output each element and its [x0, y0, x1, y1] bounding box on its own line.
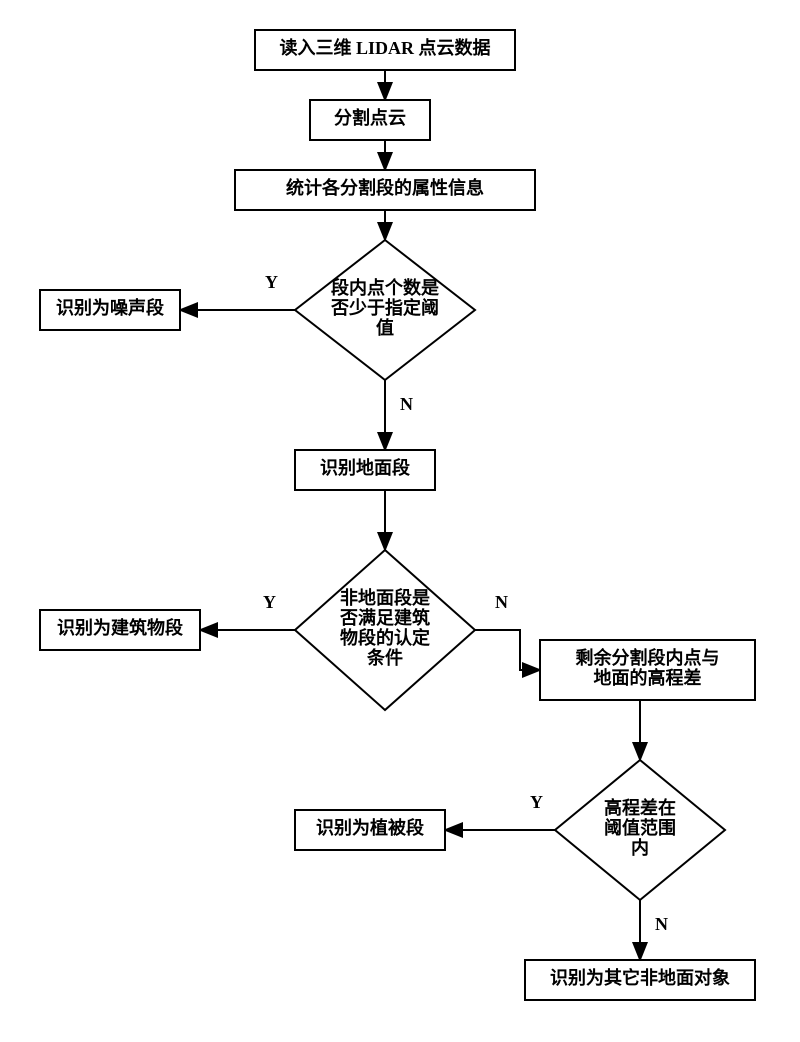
svg-text:高程差在: 高程差在	[604, 797, 676, 818]
svg-text:段内点个数是: 段内点个数是	[331, 277, 439, 298]
svg-text:分割点云: 分割点云	[334, 107, 406, 128]
svg-text:阈值范围: 阈值范围	[604, 817, 676, 838]
svg-text:读入三维 LIDAR 点云数据: 读入三维 LIDAR 点云数据	[279, 37, 490, 58]
svg-text:物段的认定: 物段的认定	[340, 627, 430, 648]
edge-label: Y	[263, 592, 276, 612]
edge-label: N	[400, 394, 413, 414]
edge-label: N	[495, 592, 508, 612]
edge-d2-n5	[475, 630, 540, 670]
svg-text:统计各分割段的属性信息: 统计各分割段的属性信息	[286, 177, 484, 198]
edge-label: Y	[530, 792, 543, 812]
svg-text:否少于指定阈: 否少于指定阈	[330, 297, 439, 318]
edge-label: N	[655, 914, 668, 934]
svg-text:否满足建筑: 否满足建筑	[339, 607, 430, 628]
svg-text:地面的高程差: 地面的高程差	[594, 667, 702, 688]
svg-text:识别为植被段: 识别为植被段	[316, 817, 425, 838]
svg-text:非地面段是: 非地面段是	[340, 587, 430, 608]
svg-text:识别地面段: 识别地面段	[320, 457, 411, 478]
svg-text:值: 值	[376, 317, 394, 338]
edge-label: Y	[265, 272, 278, 292]
svg-text:内: 内	[631, 837, 649, 858]
svg-text:识别为建筑物段: 识别为建筑物段	[57, 617, 184, 638]
svg-text:识别为其它非地面对象: 识别为其它非地面对象	[550, 967, 730, 988]
svg-text:条件: 条件	[366, 647, 403, 668]
svg-text:剩余分割段内点与: 剩余分割段内点与	[576, 647, 720, 668]
svg-text:识别为噪声段: 识别为噪声段	[56, 297, 165, 318]
